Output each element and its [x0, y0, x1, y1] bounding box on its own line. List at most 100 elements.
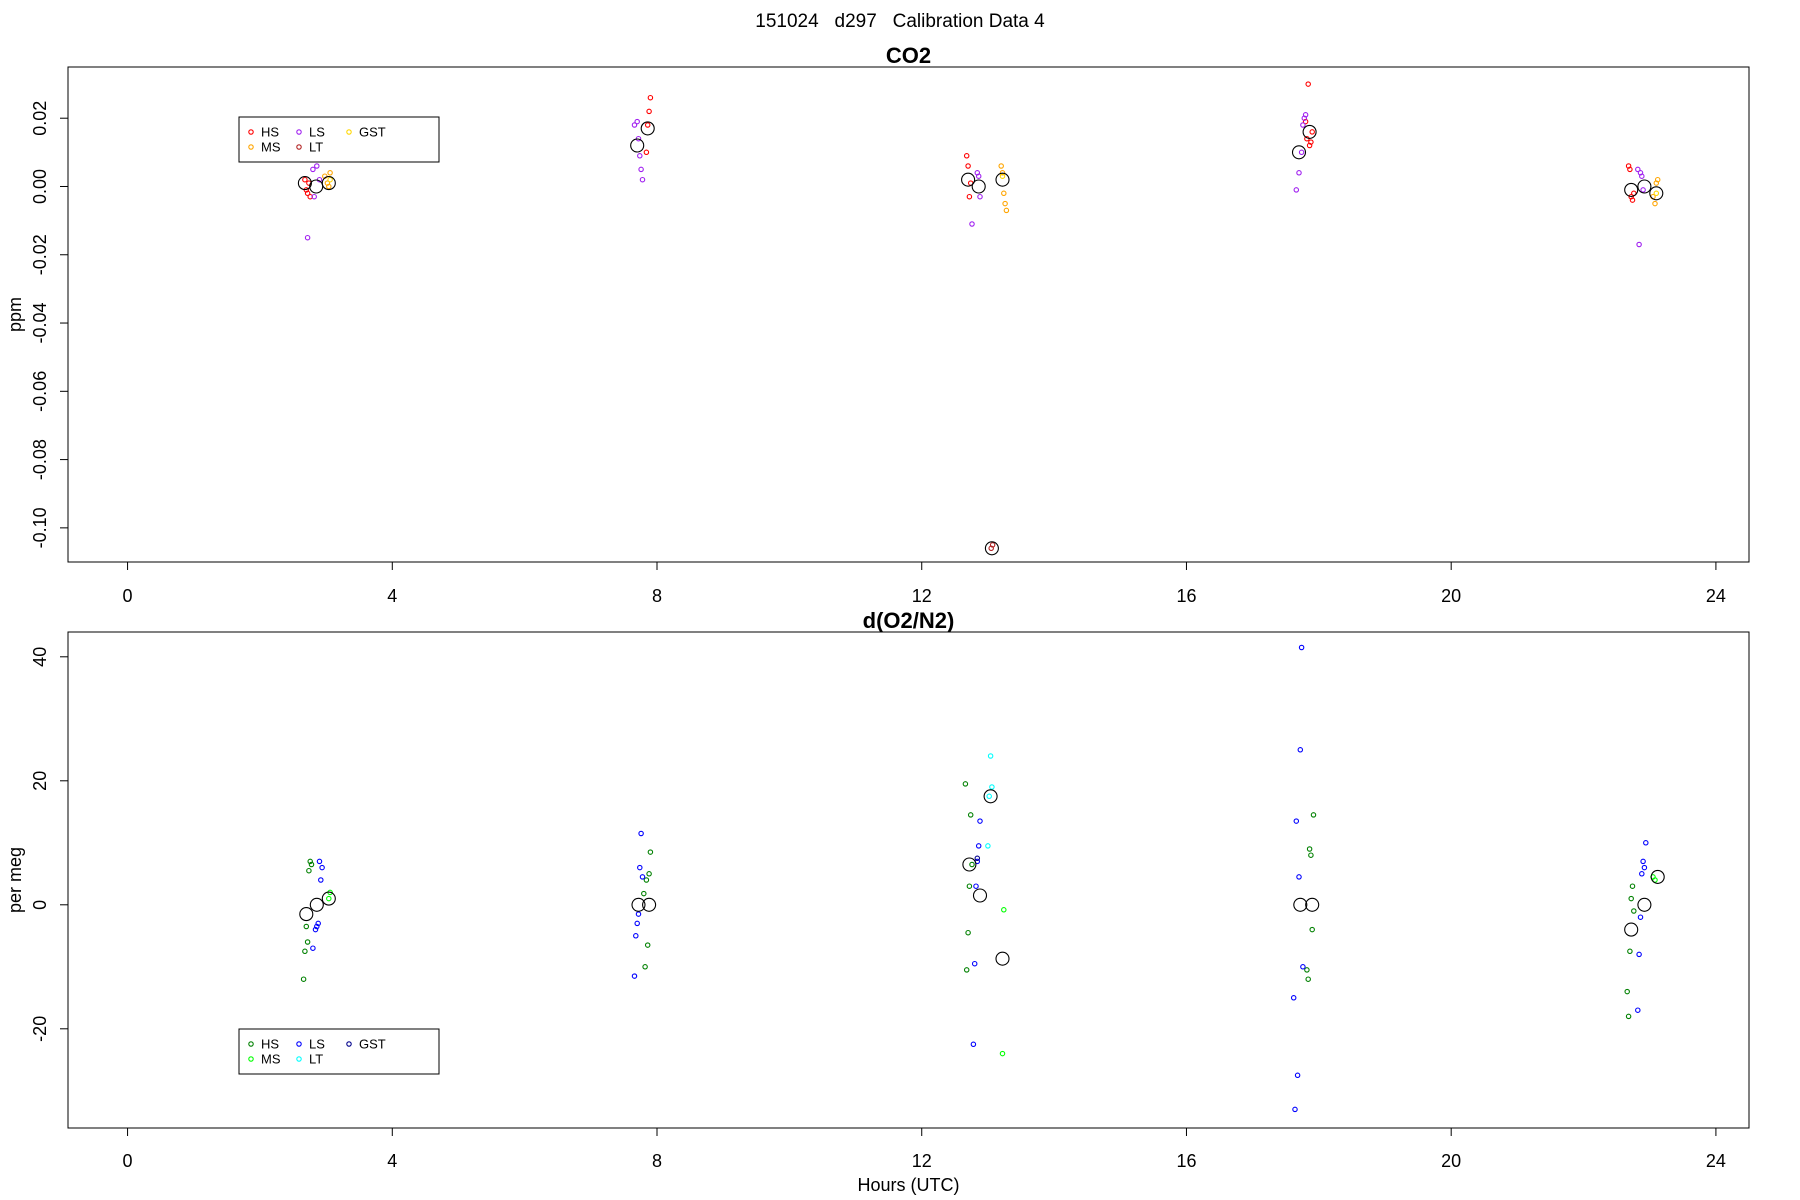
- co2-legend-marker: [296, 144, 302, 150]
- o2n2-y-axis: -20 0 20 40: [30, 647, 69, 1042]
- co2-panel: CO2 0 4 8 12 16 20 24 -0.10 -0.08 -0.06 -0.04 -0.02 0…: [5, 43, 1750, 606]
- o2n2-legend-item-gst: GST: [346, 1037, 386, 1052]
- o2n2-point-ls: [316, 858, 323, 865]
- co2-point-hs: [1308, 139, 1314, 145]
- co2-mean-marker: [630, 138, 645, 153]
- o2n2-point-ls: [314, 923, 320, 930]
- co2-mean-marker: [309, 179, 324, 194]
- co2-point-ms: [1002, 200, 1008, 207]
- o2n2-point-ls: [1297, 747, 1304, 753]
- co2-point-ls: [969, 221, 975, 227]
- co2-mean-marker: [1624, 182, 1639, 197]
- co2-legend-item-lt: LT: [296, 140, 323, 155]
- o2n2-point-hs: [962, 781, 969, 787]
- o2n2-legend-label: HS: [261, 1037, 279, 1052]
- co2-y-tick-label: 0.02: [30, 101, 50, 136]
- o2n2-point-hs: [963, 967, 970, 973]
- co2-point-ls: [1640, 187, 1646, 193]
- o2n2-point-hs: [306, 867, 312, 874]
- o2n2-point-ls: [1637, 914, 1644, 920]
- co2-mean-marker: [961, 172, 976, 187]
- co2-legend-label: LS: [309, 125, 325, 140]
- co2-legend-label: LT: [309, 140, 323, 155]
- o2n2-legend-item-ls: LS: [296, 1037, 325, 1052]
- o2n2-point-ls: [973, 883, 979, 889]
- co2-point-lt: [989, 542, 996, 548]
- co2-mean-marker: [971, 179, 986, 194]
- co2-point-ls: [975, 173, 982, 179]
- o2n2-mean-marker: [995, 951, 1010, 966]
- co2-x-tick-label: 8: [652, 586, 662, 606]
- co2-point-ls: [1296, 170, 1302, 176]
- o2n2-point-ls: [635, 911, 642, 917]
- o2n2-point-ls: [638, 830, 644, 837]
- o2n2-point-hs: [304, 939, 311, 945]
- o2n2-mean-marker: [1293, 897, 1308, 912]
- o2n2-point-ms: [1001, 907, 1007, 913]
- co2-point-ls: [1302, 112, 1309, 118]
- co2-point-ms: [998, 163, 1004, 169]
- co2-point-hs: [963, 153, 970, 159]
- o2n2-mean-marker: [631, 897, 646, 912]
- o2n2-point-hs: [1309, 926, 1315, 933]
- figure-title: 151024 d297 Calibration Data 4: [755, 11, 1045, 32]
- o2n2-point-hs: [1306, 846, 1313, 852]
- o2n2-legend-marker: [248, 1041, 254, 1047]
- co2-point-ls: [977, 193, 983, 200]
- o2n2-legend-label: LS: [309, 1037, 325, 1052]
- co2-point-hs: [1309, 129, 1315, 135]
- co2-x-tick-label: 12: [912, 586, 932, 606]
- co2-point-hs: [643, 149, 650, 156]
- o2n2-point-ls: [970, 1041, 977, 1048]
- co2-x-axis: 0 4 8 12 16 20 24: [123, 561, 1726, 606]
- o2n2-point-hs: [1624, 988, 1630, 995]
- o2n2-point-ls: [310, 945, 316, 951]
- co2-mean-marker: [1637, 179, 1652, 194]
- o2n2-point-ls: [312, 926, 319, 933]
- co2-point-ms: [1003, 207, 1010, 214]
- co2-legend-item-ls: LS: [296, 125, 325, 140]
- o2n2-x-tick-label: 0: [123, 1151, 133, 1171]
- o2n2-x-tick-label: 20: [1441, 1151, 1461, 1171]
- o2n2-point-gst: [974, 855, 981, 862]
- co2-mean-marker: [321, 176, 336, 191]
- o2n2-point-hs: [643, 877, 650, 883]
- co2-point-gst: [1653, 190, 1660, 197]
- co2-legend-item-ms: MS: [248, 140, 281, 155]
- o2n2-y-tick-label: 40: [30, 647, 50, 667]
- o2n2-point-ls: [1640, 858, 1646, 865]
- o2n2-y-tick-label: -20: [30, 1016, 50, 1042]
- o2n2-point-ls: [1635, 1007, 1641, 1013]
- o2n2-point-hs: [641, 890, 647, 897]
- co2-x-tick-label: 4: [387, 586, 397, 606]
- o2n2-point-ms: [1652, 877, 1658, 883]
- co2-point-ls: [631, 122, 638, 128]
- o2n2-point-ls: [318, 877, 324, 883]
- o2n2-point-lt: [986, 793, 992, 800]
- co2-mean-marker: [995, 172, 1010, 187]
- o2n2-point-ls: [1290, 995, 1297, 1001]
- co2-mean-marker: [984, 541, 999, 556]
- o2n2-legend-label: LT: [309, 1052, 323, 1067]
- o2n2-mean-marker: [1305, 897, 1320, 912]
- co2-point-hs: [646, 108, 652, 115]
- co2-mean-marker: [1649, 186, 1664, 201]
- o2n2-point-ls: [639, 874, 646, 880]
- co2-mean-marker: [297, 176, 312, 191]
- co2-mean-marker: [640, 121, 655, 136]
- o2n2-x-tick-label: 4: [387, 1151, 397, 1171]
- o2n2-mean-marker: [1637, 897, 1652, 912]
- o2n2-point-ls: [1641, 864, 1648, 871]
- o2n2-point-lt: [985, 843, 991, 849]
- o2n2-x-tick-label: 8: [652, 1151, 662, 1171]
- co2-point-ms: [326, 183, 332, 190]
- co2-point-ls: [1300, 122, 1306, 128]
- o2n2-legend-marker: [296, 1041, 302, 1047]
- o2n2-y-axis-label: per meg: [5, 847, 25, 913]
- o2n2-point-ls: [975, 843, 982, 849]
- o2n2-mean-marker: [321, 891, 336, 906]
- co2-y-tick-label: -0.06: [30, 371, 50, 412]
- co2-legend-item-hs: HS: [248, 125, 279, 140]
- o2n2-point-ms: [999, 1050, 1006, 1057]
